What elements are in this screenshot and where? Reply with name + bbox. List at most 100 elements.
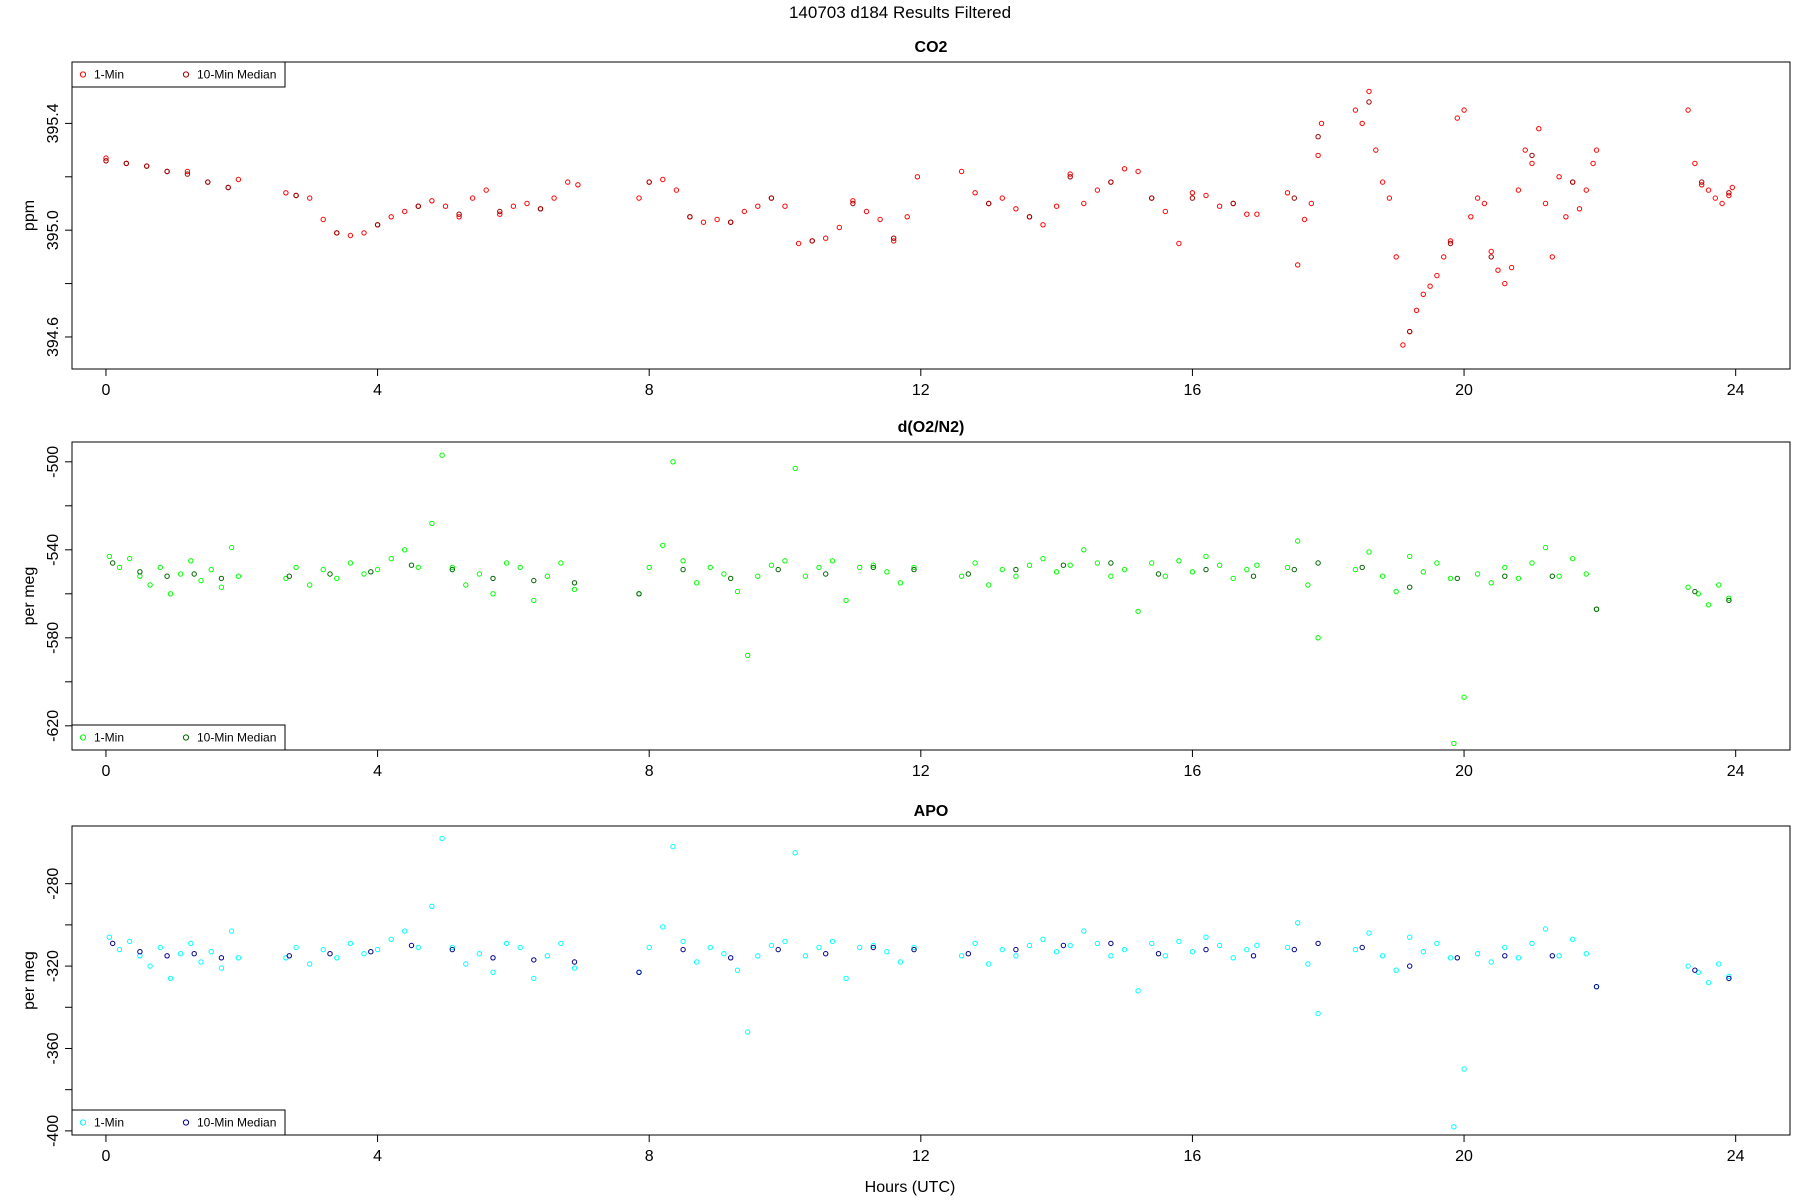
data-point [728, 219, 734, 225]
data-point [1583, 187, 1590, 193]
data-point [816, 944, 822, 951]
data-point [1488, 959, 1494, 965]
data-point [670, 459, 676, 465]
data-point [782, 203, 788, 209]
panel-co2: CO2 0 4 8 12 16 20 24 394.6 395.0 395.4 ppm 1-Min 10-… [21, 39, 1791, 399]
data-point [1295, 538, 1301, 544]
data-point [1454, 955, 1461, 961]
data-point [1291, 946, 1298, 953]
data-point [768, 942, 775, 949]
data-point [999, 566, 1005, 573]
data-point [884, 949, 890, 955]
data-point [415, 944, 421, 951]
data-point [228, 928, 235, 934]
data-point [1315, 134, 1321, 140]
data-point [157, 944, 164, 951]
data-point [1716, 582, 1722, 588]
data-point [660, 924, 666, 930]
legend-label-1-min: 1-Min [94, 68, 124, 82]
data-point [1699, 182, 1705, 188]
data-point [1393, 254, 1399, 260]
data-point [775, 566, 781, 573]
data-point [1502, 573, 1508, 579]
data-point [544, 953, 550, 959]
data-point [986, 582, 992, 588]
data-point [1570, 555, 1576, 562]
data-point [1502, 944, 1508, 951]
data-point [1067, 171, 1073, 177]
data-point [1053, 203, 1060, 209]
data-point [1295, 262, 1301, 268]
data-point [415, 564, 421, 571]
data-point [1315, 940, 1321, 947]
data-point [1352, 107, 1359, 113]
data-point [517, 564, 523, 571]
data-point [575, 182, 581, 188]
data-point [1407, 584, 1413, 590]
data-point [1583, 951, 1590, 957]
x-axis-label: Hours (UTC) [865, 1179, 956, 1196]
data-point [1244, 566, 1250, 573]
x-tick-label: 0 [101, 763, 110, 780]
data-point [1515, 955, 1522, 961]
data-point [127, 555, 133, 562]
data-point [449, 566, 455, 573]
data-point [843, 975, 849, 982]
data-point [439, 452, 445, 458]
data-point [1529, 160, 1535, 167]
data-point [870, 944, 876, 951]
data-point [490, 575, 496, 582]
data-point [283, 190, 289, 196]
data-point [1301, 216, 1308, 223]
data-point [191, 951, 197, 957]
data-point [829, 938, 836, 945]
data-point [1570, 179, 1576, 185]
data-point [1407, 934, 1413, 940]
data-point [103, 155, 109, 161]
data-point [1366, 99, 1372, 105]
data-point [802, 573, 809, 579]
data-point [1026, 214, 1033, 220]
data-point [1121, 946, 1128, 953]
x-tick-label: 12 [912, 382, 930, 399]
y-tick-label: 395.0 [45, 210, 62, 250]
data-point [670, 843, 676, 850]
data-point [147, 582, 153, 588]
data-point [1502, 564, 1508, 571]
data-point [755, 573, 761, 579]
data-point [1060, 942, 1067, 949]
data-point [571, 580, 578, 586]
panel-title: CO2 [915, 39, 948, 56]
data-point [1692, 160, 1698, 167]
data-point [1542, 544, 1549, 551]
data-point [1053, 949, 1060, 955]
data-point [1203, 566, 1209, 573]
data-point [857, 564, 863, 571]
data-point [1203, 934, 1209, 940]
data-point [218, 955, 225, 961]
data-point [1176, 558, 1182, 564]
data-point [1593, 147, 1600, 153]
data-point [999, 946, 1005, 953]
data-point [1529, 152, 1535, 159]
data-point [1094, 187, 1101, 193]
data-point [823, 571, 829, 577]
data-point [334, 230, 340, 236]
data-point [429, 520, 435, 527]
x-tick-label: 8 [645, 382, 654, 399]
data-point [904, 214, 910, 220]
data-point [1515, 575, 1522, 582]
data-point [823, 235, 829, 241]
data-point [646, 944, 652, 951]
data-point [144, 163, 150, 169]
data-point [1081, 928, 1087, 934]
data-point [1108, 179, 1114, 185]
data-point [1400, 342, 1406, 348]
data-point [694, 959, 700, 965]
data-point [958, 953, 965, 959]
data-point [891, 235, 897, 241]
data-point [1379, 179, 1386, 185]
data-point [1536, 126, 1542, 132]
data-point [897, 580, 904, 586]
x-tick-label: 16 [1184, 763, 1202, 780]
